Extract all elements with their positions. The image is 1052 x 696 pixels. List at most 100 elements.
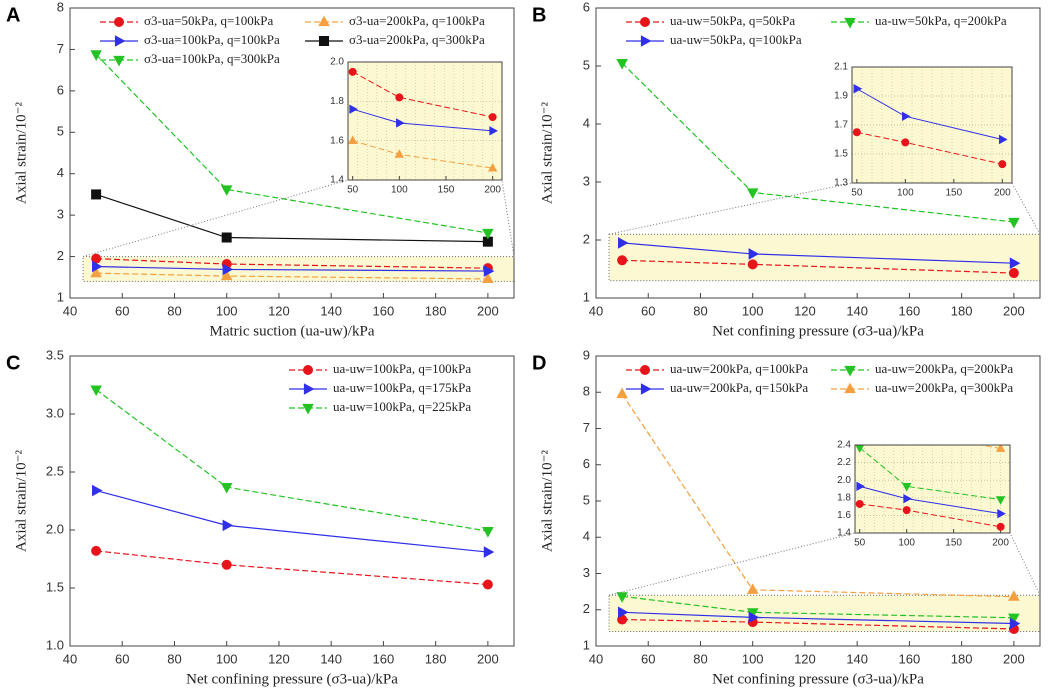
y-axis-label: Axial strain/10⁻² — [539, 102, 555, 204]
inset-y-tick-label: 2.4 — [837, 440, 851, 451]
point — [617, 255, 628, 266]
x-tick-label: 160 — [899, 651, 921, 666]
inset-y-tick-label: 1.8 — [330, 96, 344, 107]
legend-marker — [640, 17, 650, 27]
inset-frame — [854, 444, 1011, 534]
inset-y-tick-label: 2.2 — [837, 457, 851, 468]
point — [222, 263, 234, 276]
y-tick-label: 7 — [583, 420, 590, 435]
legend-marker — [318, 15, 330, 27]
x-tick-label: 120 — [268, 303, 290, 318]
legend-marker — [302, 403, 314, 415]
x-tick-label: 140 — [846, 651, 868, 666]
x-tick-label: 140 — [846, 303, 868, 318]
x-tick-label: 40 — [589, 651, 603, 666]
legend-label: σ3-ua=200kPa, q=300kPa — [349, 32, 485, 47]
series-line — [95, 53, 488, 234]
inset-y-tick-label: 1.4 — [330, 175, 344, 186]
x-tick-label: 40 — [63, 651, 77, 666]
y-tick-label: 8 — [583, 384, 590, 399]
x-tick-label: 120 — [794, 303, 816, 318]
y-tick-label: 6 — [57, 82, 64, 97]
legend-label: ua-uw=200kPa, q=300kPa — [875, 380, 1013, 395]
x-tick-label: 80 — [167, 651, 181, 666]
point — [855, 445, 865, 453]
point — [482, 272, 494, 284]
point — [616, 592, 628, 603]
y-tick-label: 2 — [583, 231, 590, 246]
point — [998, 160, 1007, 169]
x-tick-label: 40 — [63, 303, 77, 318]
point — [221, 559, 232, 570]
plot-frame — [69, 7, 515, 299]
point — [483, 546, 495, 558]
x-tick-label: 120 — [794, 651, 816, 666]
inset-area — [348, 62, 502, 180]
x-tick-label: 100 — [216, 651, 238, 666]
legend-marker — [113, 55, 125, 67]
point — [482, 579, 493, 590]
point — [902, 506, 911, 515]
point — [996, 522, 1005, 531]
inset-x-tick-label: 150 — [945, 188, 962, 199]
legend-label: ua-uw=200kPa, q=100kPa — [670, 361, 808, 376]
inset-x-tick-label: 150 — [438, 185, 455, 196]
y-tick-label: 5 — [583, 57, 590, 72]
point — [348, 135, 358, 144]
legend-marker — [319, 36, 329, 46]
x-tick-label: 80 — [693, 651, 707, 666]
panel-label: B — [532, 4, 546, 26]
point — [91, 545, 102, 556]
legend-marker — [114, 17, 124, 27]
legend-marker — [303, 365, 313, 375]
x-tick-label: 100 — [216, 303, 238, 318]
point — [395, 93, 404, 102]
legend-marker — [640, 35, 652, 47]
inset-y-tick-label: 2.1 — [834, 62, 848, 73]
point — [1008, 590, 1020, 601]
point — [222, 519, 234, 532]
point — [902, 111, 911, 121]
legend-marker — [640, 383, 652, 395]
legend-label: ua-uw=50kPa, q=50kPa — [670, 13, 795, 28]
legend-label: σ3-ua=200kPa, q=100kPa — [349, 13, 485, 28]
y-tick-label: 3.5 — [46, 347, 64, 362]
point — [748, 248, 760, 260]
x-tick-label: 160 — [899, 303, 921, 318]
y-tick-label: 1 — [583, 637, 590, 652]
inset-y-tick-label: 1.5 — [834, 149, 848, 160]
inset-x-tick-label: 50 — [851, 188, 863, 199]
legend-label: σ3-ua=100kPa, q=300kPa — [144, 51, 280, 66]
inset-x-tick-label: 50 — [854, 538, 866, 549]
x-tick-label: 180 — [425, 303, 447, 318]
point — [748, 611, 760, 624]
legend-label: σ3-ua=50kPa, q=100kPa — [144, 13, 274, 28]
point — [394, 149, 405, 158]
legend-label: ua-uw=200kPa, q=200kPa — [875, 361, 1013, 376]
point — [995, 496, 1006, 505]
point — [90, 266, 102, 278]
inset-x-tick-label: 100 — [898, 538, 915, 549]
point — [746, 583, 759, 594]
point — [999, 134, 1008, 145]
legend-label: ua-uw=50kPa, q=200kPa — [875, 13, 1007, 28]
x-tick-label: 180 — [951, 303, 973, 318]
inset-y-tick-label: 1.7 — [834, 120, 848, 131]
zoom-connector — [1011, 182, 1041, 235]
inset-y-tick-label: 1.9 — [834, 91, 848, 102]
y-tick-label: 2.5 — [46, 463, 64, 478]
inset-x-tick-label: 100 — [897, 188, 914, 199]
y-tick-label: 5 — [583, 492, 590, 507]
x-tick-label: 80 — [167, 303, 181, 318]
y-axis-label: Axial strain/10⁻² — [13, 102, 29, 204]
point — [852, 128, 861, 137]
inset-frame — [347, 61, 503, 181]
y-tick-label: 3 — [57, 207, 64, 222]
panel-label: D — [532, 352, 546, 374]
inset-y-tick-label: 2.0 — [330, 57, 344, 68]
y-tick-label: 4 — [583, 115, 590, 130]
point — [396, 118, 405, 128]
inset-area — [855, 445, 1010, 533]
x-tick-label: 200 — [477, 303, 499, 318]
